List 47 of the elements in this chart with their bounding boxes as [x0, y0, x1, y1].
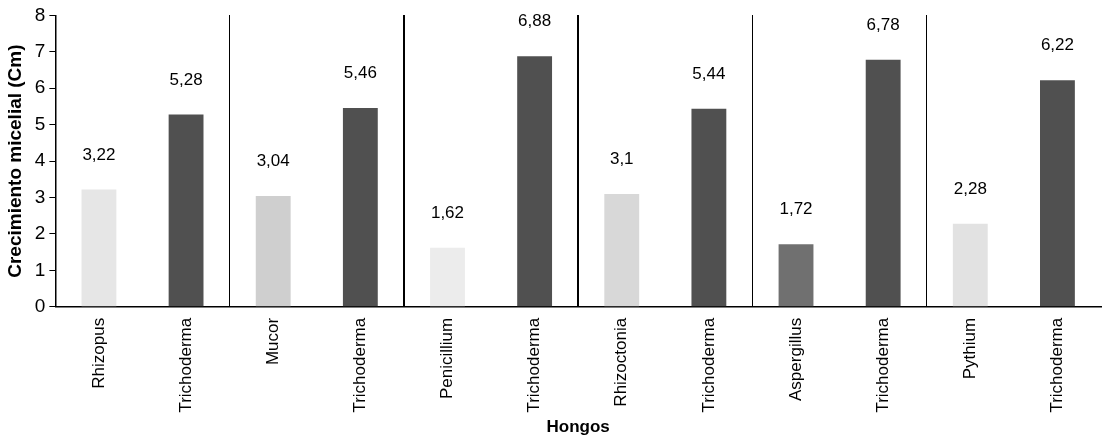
x-tick-label: Pythium	[959, 317, 979, 380]
x-axis-title: Hongos	[546, 417, 610, 437]
data-label: 5,46	[343, 63, 377, 83]
bar	[430, 247, 465, 307]
x-tick-label: Aspergillus	[785, 317, 805, 401]
y-tick-label: 0	[34, 295, 46, 317]
bar	[517, 56, 553, 307]
data-label: 3,22	[82, 144, 116, 164]
x-tick-label: Rhizopus	[88, 317, 108, 389]
y-tick-label: 6	[34, 76, 46, 98]
data-label: 6,22	[1040, 35, 1074, 55]
x-tick-label: Trichoderma	[1047, 317, 1067, 413]
data-label: 3,04	[256, 151, 290, 171]
x-tick-label: Trichoderma	[350, 317, 370, 413]
bar	[778, 244, 814, 307]
bar	[81, 189, 117, 307]
x-tick-label: Trichoderma	[524, 317, 544, 413]
x-tick-label: Mucor	[262, 317, 282, 366]
y-tick-label: 2	[34, 222, 46, 244]
data-label: 2,28	[953, 178, 987, 198]
data-label: 5,28	[169, 69, 203, 89]
y-tick-label: 8	[34, 3, 46, 25]
x-tick-label: Trichoderma	[872, 317, 892, 413]
bar	[865, 59, 901, 307]
x-tick-label: Trichoderma	[698, 317, 718, 413]
y-tick-label: 4	[34, 149, 46, 171]
bar	[168, 114, 204, 307]
y-axis-title: Crecimiento micelial (Cm)	[3, 44, 25, 278]
data-label: 6,78	[866, 15, 900, 35]
x-tick-label: Penicillium	[437, 317, 457, 400]
bar	[1040, 80, 1075, 307]
bar	[342, 107, 378, 307]
data-label: 1,62	[430, 202, 465, 222]
data-label: 1,72	[779, 199, 813, 219]
bar	[952, 223, 988, 307]
x-tick-label: Rhizoctonia	[611, 317, 631, 407]
y-tick-label: 7	[34, 40, 46, 62]
y-tick-label: 5	[34, 112, 46, 134]
bar	[255, 196, 291, 307]
data-label: 3,1	[609, 149, 634, 169]
bar	[604, 193, 640, 307]
data-label: 6,88	[518, 11, 552, 31]
y-tick-label: 1	[34, 258, 46, 280]
data-label: 5,44	[692, 63, 726, 83]
x-tick-label: Trichoderma	[175, 317, 195, 413]
bar	[691, 108, 727, 307]
y-tick-label: 3	[34, 185, 46, 207]
